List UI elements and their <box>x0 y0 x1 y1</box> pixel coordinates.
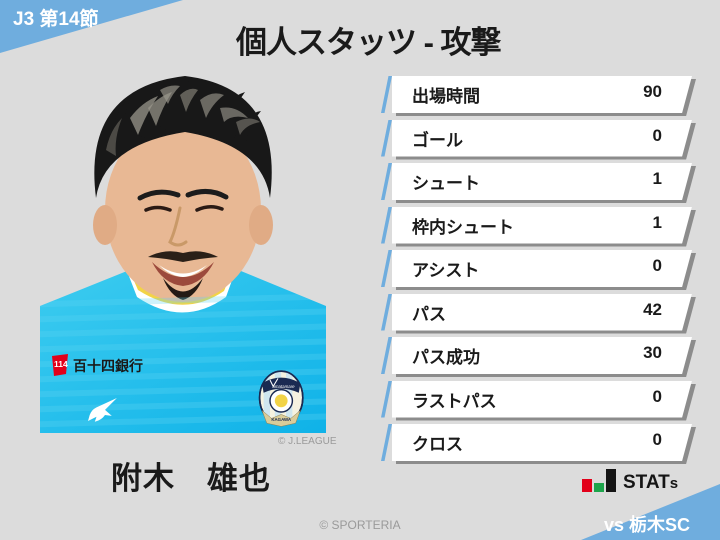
svg-text:KAGAWA: KAGAWA <box>271 417 292 422</box>
svg-text:114: 114 <box>54 359 68 369</box>
svg-text:百十四銀行: 百十四銀行 <box>73 358 143 374</box>
svg-text:STATs: STATs <box>623 472 678 493</box>
svg-text:amatamare: amatamare <box>272 384 295 389</box>
